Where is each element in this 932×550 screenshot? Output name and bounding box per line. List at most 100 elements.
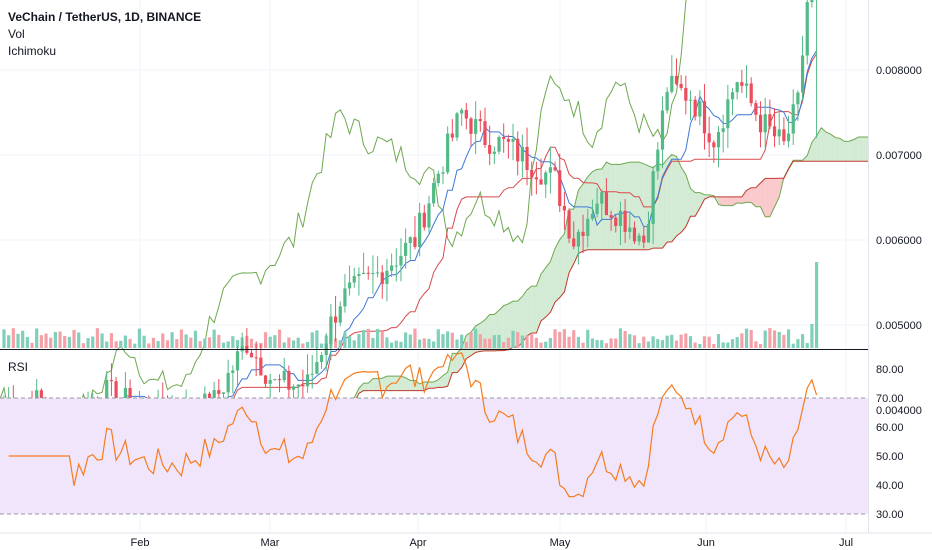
candle-body xyxy=(688,99,693,101)
candle-body xyxy=(660,110,665,150)
symbol-title[interactable]: VeChain / TetherUS, 1D, BINANCE xyxy=(8,10,202,24)
candle-body xyxy=(712,142,716,148)
volume-bar xyxy=(810,324,814,348)
ichimoku-indicator-label[interactable]: Ichimoku xyxy=(8,44,57,58)
volume-bar xyxy=(684,333,688,348)
volume-bar xyxy=(207,337,212,348)
cloud-segment xyxy=(816,127,822,162)
cloud-segment xyxy=(723,196,728,206)
candle-body xyxy=(674,75,679,84)
volume-indicator-label[interactable]: Vol xyxy=(8,27,25,41)
candle-body xyxy=(254,357,258,359)
volume-bar xyxy=(786,329,791,348)
volume-bar xyxy=(282,342,286,348)
volume-bar xyxy=(91,336,95,348)
candle-body xyxy=(567,210,571,239)
volume-bar xyxy=(455,339,459,348)
volume-bar xyxy=(249,338,254,348)
volume-bar xyxy=(338,340,342,348)
cloud-segment xyxy=(625,162,630,250)
volume-bar xyxy=(366,328,370,348)
volume-bar xyxy=(268,336,272,348)
volume-bar xyxy=(576,336,581,348)
volume-bar xyxy=(175,339,179,348)
candle-body xyxy=(740,82,744,86)
candle-body xyxy=(333,316,338,323)
cloud-segment xyxy=(555,239,560,303)
candle-body xyxy=(772,126,777,137)
rsi-tick-label: 30.00 xyxy=(876,509,904,521)
rsi-indicator-label[interactable]: RSI xyxy=(8,360,29,374)
volume-bar xyxy=(670,334,674,348)
volume-bar xyxy=(277,329,282,348)
volume-bar xyxy=(7,335,11,348)
volume-bar xyxy=(562,329,566,348)
volume-bar xyxy=(427,338,431,348)
cloud-segment xyxy=(405,377,411,391)
volume-bar xyxy=(637,343,641,348)
volume-bar xyxy=(735,337,739,348)
volume-bar xyxy=(586,329,590,348)
candle-body xyxy=(380,272,384,284)
candle-body xyxy=(273,379,277,381)
volume-bar xyxy=(221,342,226,348)
cloud-segment xyxy=(765,178,770,217)
candle-body xyxy=(796,92,800,105)
volume-bar xyxy=(315,330,319,348)
volume-bar xyxy=(432,341,436,348)
volume-bar xyxy=(805,342,809,348)
cloud-segment xyxy=(671,154,677,242)
volume-bar xyxy=(763,330,767,348)
cloud-segment xyxy=(681,167,686,233)
volume-bar xyxy=(198,341,202,348)
candle-body xyxy=(665,91,669,111)
candle-body xyxy=(366,272,370,274)
cloud-segment xyxy=(545,261,551,318)
candle-body xyxy=(609,215,613,218)
volume-bar xyxy=(170,332,174,348)
volume-bar xyxy=(698,343,702,348)
candle-body xyxy=(422,212,426,228)
volume-bar xyxy=(488,338,492,348)
cloud-segment xyxy=(447,353,453,387)
candle-body xyxy=(249,352,254,358)
candle-body xyxy=(684,87,688,101)
cloud-segment xyxy=(727,196,733,206)
candle-body xyxy=(291,386,296,390)
volume-bar xyxy=(469,332,473,348)
volume-bar xyxy=(203,338,207,348)
candle-body xyxy=(558,170,562,206)
cloud-segment xyxy=(853,136,859,162)
candle-body xyxy=(749,83,753,104)
candle-body xyxy=(786,133,791,142)
candle-body xyxy=(744,83,749,86)
volume-bar xyxy=(506,337,510,348)
candle-body xyxy=(656,149,660,172)
volume-bar xyxy=(628,334,632,348)
volume-bar xyxy=(30,342,34,348)
candle-body xyxy=(114,381,118,409)
volume-bar xyxy=(651,336,655,348)
volume-bar xyxy=(418,339,422,348)
volume-bar xyxy=(235,339,240,348)
volume-bar xyxy=(464,341,468,348)
candle-body xyxy=(581,231,585,236)
volume-bar xyxy=(632,335,637,348)
candle-body xyxy=(805,2,809,56)
time-tick-label: Apr xyxy=(409,537,426,549)
candle-body xyxy=(361,272,366,275)
volume-bar xyxy=(114,341,118,348)
candle-body xyxy=(698,101,702,117)
volume-bar xyxy=(133,343,137,348)
volume-bar xyxy=(296,337,300,348)
volume-bar xyxy=(656,339,660,348)
volume-bar xyxy=(749,330,753,348)
volume-bar xyxy=(151,337,156,348)
volume-bar xyxy=(525,335,529,348)
volume-bar xyxy=(119,340,123,348)
rsi-tick-label: 60.00 xyxy=(876,422,904,434)
price-tick-label: 0.007000 xyxy=(876,150,922,162)
candle-body xyxy=(637,235,641,242)
candle-body xyxy=(390,265,394,271)
